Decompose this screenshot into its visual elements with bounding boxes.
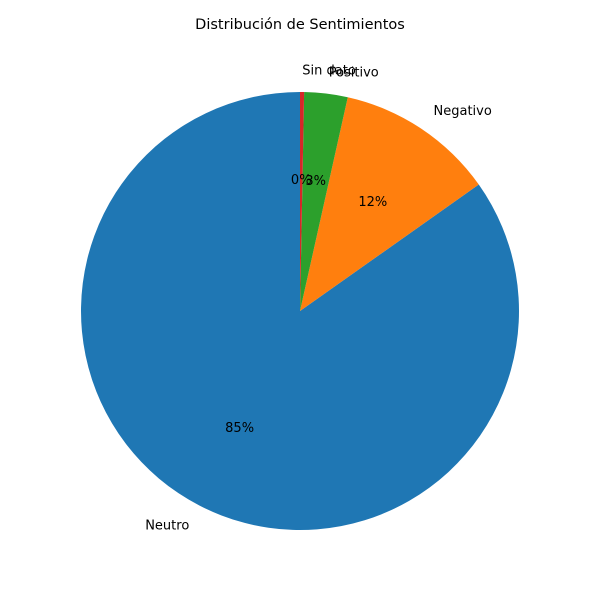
slice-percent-label: 3% (305, 174, 326, 189)
pie-slice-positivo (300, 92, 348, 311)
chart-title: Distribución de Sentimientos (195, 17, 405, 33)
slice-label: Positivo (329, 65, 379, 80)
labels-group: Neutro 85% Negativo 12% Positivo 3% Sin dato 0% (145, 64, 492, 534)
slice-percent-label: 85% (225, 421, 254, 436)
slice-label: Negativo (434, 104, 492, 119)
pie-slice-neutro (81, 92, 520, 530)
slice-label: Neutro (145, 518, 189, 533)
pie-slice-negativo (300, 97, 479, 312)
slice-label: Sin dato (302, 64, 356, 79)
pie-slice-sin-dato (300, 92, 305, 311)
slice-percent-label: 0% (291, 173, 312, 188)
slice-percent-label: 12% (358, 195, 387, 210)
slices-group (81, 92, 520, 530)
